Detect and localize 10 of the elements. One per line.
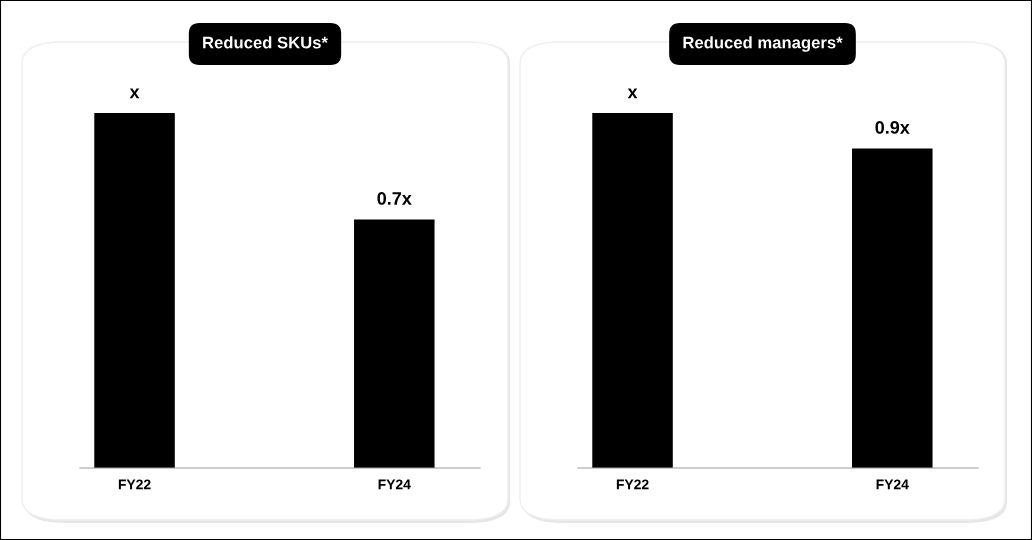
data-label: 0.9x (875, 121, 910, 134)
x-tick-label: FY22 (616, 479, 649, 490)
chart-title: Reduced SKUs* (203, 36, 328, 49)
chart-title: Reduced managers* (683, 36, 843, 52)
data-label: 0.7x (377, 192, 412, 205)
x-tick-label: FY24 (876, 479, 909, 490)
data-label: x (129, 88, 140, 99)
x-tick-label: FY22 (118, 479, 151, 490)
data-label: x (627, 88, 638, 99)
x-tick-label: FY24 (378, 479, 411, 490)
